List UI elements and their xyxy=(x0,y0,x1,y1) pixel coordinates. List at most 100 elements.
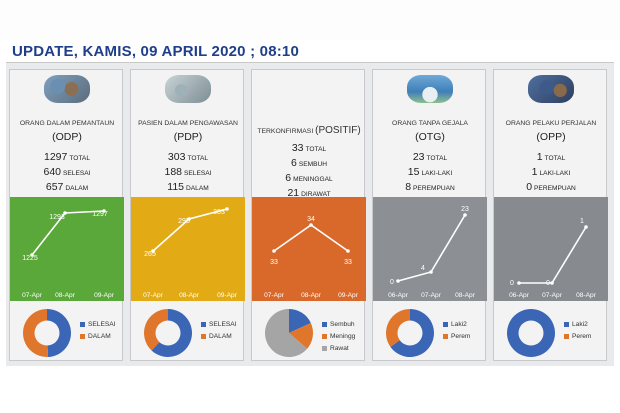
x-tick-label: 09-Apr xyxy=(217,292,238,299)
trend-chart: 265 07-Apr 295 08-Apr 303 09-Apr xyxy=(131,197,245,301)
stat-label: TOTAL xyxy=(69,155,90,162)
legend-label: Perem xyxy=(451,332,471,340)
trend-chart: 33 07-Apr 34 08-Apr 33 09-Apr xyxy=(252,197,366,301)
legend-item: SELESAI xyxy=(80,318,124,330)
legend-item: DALAM xyxy=(201,330,245,342)
stat-value: 1 xyxy=(531,166,538,178)
data-label: 1293 xyxy=(49,214,65,221)
data-label: 265 xyxy=(144,251,156,258)
trend-chart-svg: 0 06-Apr 0 07-Apr 1 08-Apr xyxy=(494,197,608,301)
panel-subtitle: ORANG TANPA GEJALA xyxy=(392,120,468,127)
legend-swatch xyxy=(564,321,569,327)
stat-meninggal: 6 MENINGGAL xyxy=(252,168,366,186)
stat-value: 657 xyxy=(45,181,64,193)
stat-label: DALAM xyxy=(186,185,209,192)
chart-background xyxy=(373,197,487,301)
data-label: 4 xyxy=(421,265,425,272)
legend-item: Perem xyxy=(564,330,608,342)
legend-label: DALAM xyxy=(88,332,111,340)
x-tick-label: 07-Apr xyxy=(421,292,442,299)
data-point xyxy=(346,249,350,253)
pie-legend: SELESAI DALAM xyxy=(80,318,124,342)
stat-value: 6 xyxy=(290,157,297,169)
panel-pdp: PASIEN DALAM PENGAWASAN (PDP) 303 TOTAL 1… xyxy=(130,69,245,361)
legend-label: DALAM xyxy=(209,332,232,340)
stat-value: 33 xyxy=(291,142,304,154)
stat-dalam: 115 DALAM xyxy=(131,177,245,195)
stat-value: 6 xyxy=(285,172,292,184)
stat-label: DALAM xyxy=(65,185,89,192)
legend-item: Sembuh xyxy=(322,318,366,330)
x-tick-label: 07-Apr xyxy=(264,292,285,299)
pie-legend: Laki2 Perem xyxy=(564,318,608,342)
legend-swatch xyxy=(443,333,448,339)
stat-value: 1297 xyxy=(44,151,68,163)
legend-swatch xyxy=(322,333,327,339)
pie-slice xyxy=(289,323,313,349)
data-label: 0 xyxy=(546,280,550,287)
legend-label: Sembuh xyxy=(330,320,355,328)
data-label: 1297 xyxy=(92,211,108,218)
stat-label: PEREMPUAN xyxy=(413,185,455,192)
panel-abbr: (ODP) xyxy=(52,131,82,143)
stat-total: 1 TOTAL xyxy=(494,147,608,165)
stat-label: LAKI-LAKI xyxy=(421,170,453,177)
data-label: 0 xyxy=(390,279,394,286)
legend-label: Perem xyxy=(572,332,592,340)
x-tick-label: 07-Apr xyxy=(22,292,43,299)
donut-hole xyxy=(397,320,423,346)
data-label: 1 xyxy=(580,218,584,225)
data-point xyxy=(102,209,106,213)
data-label: 1225 xyxy=(22,255,38,262)
data-point xyxy=(396,279,400,283)
legend-item: DALAM xyxy=(80,330,124,342)
people-group-photo xyxy=(44,75,90,103)
data-point xyxy=(30,253,34,257)
x-tick-label: 07-Apr xyxy=(542,292,563,299)
x-tick-label: 08-Apr xyxy=(455,292,476,299)
x-tick-label: 06-Apr xyxy=(388,292,409,299)
data-point xyxy=(517,281,521,285)
stat-selesai: 188 SELESAI xyxy=(131,162,245,180)
stat-label: TOTAL xyxy=(305,146,327,153)
panel-subtitle: ORANG DALAM PEMANTAUN xyxy=(19,120,115,127)
stat-value: 15 xyxy=(407,166,420,178)
legend-label: SELESAI xyxy=(209,320,237,328)
legend-item: Meningg xyxy=(322,330,366,342)
legend-label: SELESAI xyxy=(88,320,116,328)
stat-label: TOTAL xyxy=(544,155,566,162)
x-tick-label: 08-Apr xyxy=(301,292,322,299)
pie-chart xyxy=(18,308,76,358)
pie-svg xyxy=(507,309,555,357)
pie-slice xyxy=(265,309,308,357)
stat-value: 640 xyxy=(43,166,62,178)
panel-opp: ORANG PELAKU PERJALAN (OPP) 1 TOTAL 1 LAKI… xyxy=(493,69,608,361)
x-tick-label: 08-Apr xyxy=(55,292,76,299)
stat-laki: 15 LAKI-LAKI xyxy=(373,162,487,180)
legend-swatch xyxy=(443,321,448,327)
chart-background xyxy=(10,197,124,301)
legend-label: Meningg xyxy=(330,332,356,340)
top-band xyxy=(0,0,620,40)
stat-label: SELESAI xyxy=(63,170,91,177)
x-tick-label: 07-Apr xyxy=(143,292,164,299)
pie-svg xyxy=(386,309,434,357)
stat-value: 115 xyxy=(167,181,185,193)
panel-abbr: (PDP) xyxy=(173,131,203,143)
data-label: 0 xyxy=(510,280,514,287)
stat-value: 8 xyxy=(405,181,412,193)
data-label: 295 xyxy=(178,218,190,225)
stat-label: DIRAWAT xyxy=(301,191,331,198)
chart-background xyxy=(252,197,366,301)
dashboard-board: ORANG DALAM PEMANTAUN (ODP) 1297 TOTAL 64… xyxy=(6,62,614,366)
page-title: UPDATE, KAMIS, 09 APRIL 2020 ; 08:10 xyxy=(12,43,300,60)
pie-svg xyxy=(23,309,72,357)
data-point xyxy=(151,249,155,253)
legend-item: Perem xyxy=(443,330,487,342)
pie-slice xyxy=(289,309,311,333)
stat-selesai: 640 SELESAI xyxy=(10,162,124,180)
panel-abbr: (OPP) xyxy=(536,131,566,143)
stat-label: TOTAL xyxy=(426,155,448,162)
stat-value: 23 xyxy=(412,151,425,163)
stat-value: 303 xyxy=(167,151,186,163)
